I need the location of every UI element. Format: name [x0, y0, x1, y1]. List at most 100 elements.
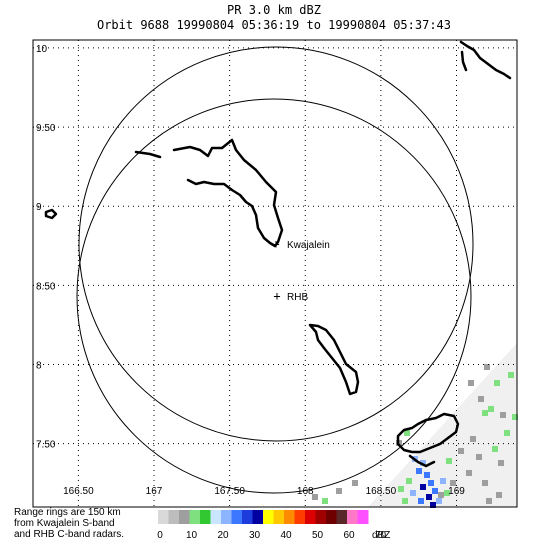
colorbar-label: 70: [375, 530, 387, 541]
colorbar-swatch: [294, 510, 306, 524]
rain-echo-cell: [416, 468, 422, 474]
rain-echo-cell: [500, 412, 506, 418]
lon-tick-label: 169: [448, 486, 465, 497]
note-line-2: from Kwajalein S-band: [14, 518, 115, 529]
lon-tick-label: 167: [146, 486, 163, 497]
rain-echo-cell: [494, 380, 500, 386]
colorbar-swatch: [158, 510, 169, 524]
rain-echo-cell: [420, 484, 426, 490]
note-line-1: Range rings are 150 km: [14, 507, 121, 518]
rain-echo-cell: [484, 364, 490, 370]
rain-echo-cell: [410, 490, 416, 496]
longitude-tick-labels: 166.50 167 167.50 168 168.50 169: [63, 486, 465, 497]
rain-echo-cell: [496, 492, 502, 498]
rain-echo-cell: [450, 480, 456, 486]
rain-echo-cell: [482, 410, 488, 416]
colorbar-swatch: [221, 510, 232, 524]
rain-echo-cell: [470, 436, 476, 442]
rain-echo-cell: [420, 460, 426, 466]
colorbar-swatch: [242, 510, 253, 524]
colorbar-swatch: [231, 510, 243, 524]
rhb-station: + RHB: [273, 289, 308, 303]
pr-swath-shading: [368, 343, 517, 507]
lat-tick-label: 9: [36, 202, 42, 213]
kwajalein-label: Kwajalein: [287, 240, 330, 251]
rain-echo-cell: [466, 470, 472, 476]
colorbar-swatch: [210, 510, 222, 524]
colorbar-swatch: [263, 510, 274, 524]
colorbar-label: 0: [157, 530, 163, 541]
rhb-label: RHB: [287, 292, 308, 303]
colorbar-swatch: [284, 510, 295, 524]
colorbar-swatch: [168, 510, 180, 524]
lat-tick-label: 7.50: [36, 440, 56, 451]
central-atoll: [308, 323, 360, 396]
rain-echo-cell: [336, 488, 342, 494]
rain-echo-cell: [468, 380, 474, 386]
colorbar-swatch: [273, 510, 285, 524]
lat-tick-label: 8.50: [36, 281, 56, 292]
rain-echo-cell: [440, 478, 446, 484]
rain-echo-cell: [398, 486, 404, 492]
colorbar-swatch: [347, 510, 358, 524]
lat-tick-label: 9.50: [36, 123, 56, 134]
rain-echo-cell: [430, 502, 436, 508]
rain-echo-cell: [482, 480, 488, 486]
colorbar-swatch: [252, 510, 264, 524]
rain-echo-cell: [458, 448, 464, 454]
kwajalein-station: + Kwajalein: [272, 237, 329, 251]
rain-echo-cell: [436, 498, 442, 504]
rain-echo-cell: [492, 446, 498, 452]
colorbar-unit: dBZ: [372, 530, 390, 541]
lon-tick-label: 166.50: [63, 486, 94, 497]
map-frame: [32, 39, 518, 508]
kwajalein-marker: +: [272, 237, 279, 251]
rain-echo-cell: [424, 472, 430, 478]
lat-tick-label: 10: [36, 44, 48, 55]
colorbar-label: 30: [249, 530, 261, 541]
kwajalein-range-ring: [78, 46, 474, 442]
colorbar-label: 10: [186, 530, 198, 541]
lon-tick-label: 167.50: [214, 486, 245, 497]
colorbar-swatch: [179, 510, 190, 524]
colorbar-swatch: [326, 510, 337, 524]
colorbar-swatch: [336, 510, 348, 524]
lon-tick-label: 168: [297, 486, 314, 497]
rain-echo-cell: [478, 396, 484, 402]
coastlines: [44, 40, 512, 468]
rain-echo-cell: [402, 498, 408, 504]
rain-echo-cell: [508, 372, 514, 378]
gridlines: [33, 40, 517, 507]
rain-echo-cell: [404, 430, 410, 436]
rain-echo-cell: [352, 480, 358, 486]
colorbar-swatch: [200, 510, 211, 524]
south-east-atoll: [396, 412, 460, 454]
lon-tick-label: 168.50: [366, 486, 397, 497]
colorbar-label: 40: [280, 530, 292, 541]
rain-echo-cell: [488, 406, 494, 412]
rain-echo-cell: [476, 454, 482, 460]
colorbar-swatch: [357, 510, 369, 524]
rain-echo-cell: [406, 478, 412, 484]
colorbar-swatch: [315, 510, 327, 524]
map-title: PR 3.0 km dBZ: [227, 3, 321, 17]
colorbar-label: 50: [312, 530, 324, 541]
rain-echo-cell: [438, 492, 444, 498]
latitude-tick-labels: 10 9.50 9 8.50 8 7.50: [36, 44, 56, 451]
rain-echo-cell: [426, 494, 432, 500]
rain-echo-cell: [432, 488, 438, 494]
colorbar-label: 20: [217, 530, 229, 541]
colorbar-label: 60: [343, 530, 355, 541]
rain-echo-cell: [312, 494, 318, 500]
west-islet: [44, 208, 58, 220]
rain-echo-cell: [322, 498, 328, 504]
note-line-3: and RHB C-band radars.: [14, 529, 125, 540]
range-ring-note: Range rings are 150 km from Kwajalein S-…: [14, 507, 164, 540]
rain-echo-cell: [512, 414, 518, 420]
kwajalein-atoll: [134, 138, 284, 248]
colorbar-swatch: [189, 510, 201, 524]
rain-echo-cell: [428, 480, 434, 486]
rain-echo-cell: [486, 498, 492, 504]
colorbar-swatch: [305, 510, 316, 524]
